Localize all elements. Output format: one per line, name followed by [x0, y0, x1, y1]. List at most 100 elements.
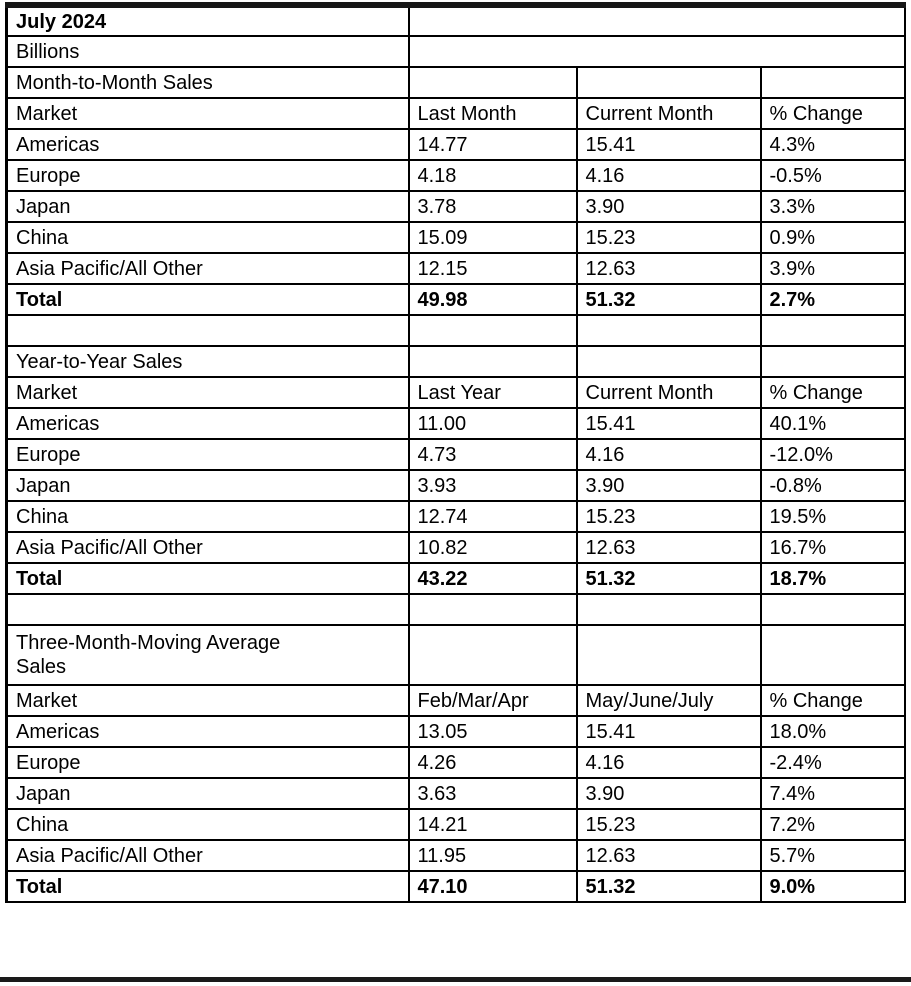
- total-value: 49.98: [407, 283, 578, 316]
- page-edge-bottom: [0, 977, 911, 982]
- market-cell: Asia Pacific/All Other: [5, 839, 410, 872]
- empty-cell: [575, 593, 762, 626]
- total-change: 18.7%: [759, 562, 906, 595]
- section-title: Year-to-Year Sales: [5, 345, 410, 378]
- report-title-row: July 2024: [5, 4, 906, 37]
- value-cell: 15.09: [407, 221, 578, 254]
- table-row: Europe 4.26 4.16 -2.4%: [5, 746, 906, 779]
- spacer-row: [5, 314, 906, 347]
- empty-cell: [575, 345, 762, 378]
- table-row: Japan 3.78 3.90 3.3%: [5, 190, 906, 223]
- change-cell: 40.1%: [759, 407, 906, 440]
- change-cell: 0.9%: [759, 221, 906, 254]
- value-cell: 4.73: [407, 438, 578, 471]
- market-cell: Japan: [5, 777, 410, 810]
- table-row: Japan 3.93 3.90 -0.8%: [5, 469, 906, 502]
- section-title-text: Three-Month-Moving Average Sales: [16, 632, 281, 678]
- change-cell: 4.3%: [759, 128, 906, 161]
- change-cell: -2.4%: [759, 746, 906, 779]
- value-cell: 3.93: [407, 469, 578, 502]
- column-header-prior: Last Year: [407, 376, 578, 409]
- column-header-prior: Feb/Mar/Apr: [407, 684, 578, 717]
- column-header-change: % Change: [759, 97, 906, 130]
- table-row: Asia Pacific/All Other 12.15 12.63 3.9%: [5, 252, 906, 285]
- empty-cell: [407, 624, 578, 686]
- value-cell: 3.90: [575, 190, 762, 223]
- change-cell: 7.4%: [759, 777, 906, 810]
- table-row: Asia Pacific/All Other 11.95 12.63 5.7%: [5, 839, 906, 872]
- value-cell: 15.41: [575, 407, 762, 440]
- header-row: Market Last Year Current Month % Change: [5, 376, 906, 409]
- value-cell: 15.41: [575, 715, 762, 748]
- total-label: Total: [5, 283, 410, 316]
- change-cell: 3.9%: [759, 252, 906, 285]
- section-title-row: Month-to-Month Sales: [5, 66, 906, 99]
- column-header-current: May/June/July: [575, 684, 762, 717]
- empty-cell: [407, 35, 906, 68]
- empty-cell: [5, 314, 410, 347]
- empty-cell: [759, 314, 906, 347]
- value-cell: 3.78: [407, 190, 578, 223]
- market-cell: China: [5, 221, 410, 254]
- value-cell: 3.90: [575, 469, 762, 502]
- market-cell: Asia Pacific/All Other: [5, 531, 410, 564]
- change-cell: 7.2%: [759, 808, 906, 841]
- value-cell: 15.23: [575, 808, 762, 841]
- change-cell: 5.7%: [759, 839, 906, 872]
- empty-cell: [759, 593, 906, 626]
- empty-cell: [407, 66, 578, 99]
- total-row: Total 49.98 51.32 2.7%: [5, 283, 906, 316]
- column-header-market: Market: [5, 376, 410, 409]
- empty-cell: [759, 66, 906, 99]
- unit-label: Billions: [5, 35, 410, 68]
- table-row: Americas 14.77 15.41 4.3%: [5, 128, 906, 161]
- change-cell: 16.7%: [759, 531, 906, 564]
- total-change: 2.7%: [759, 283, 906, 316]
- value-cell: 3.90: [575, 777, 762, 810]
- empty-cell: [407, 4, 906, 37]
- total-label: Total: [5, 562, 410, 595]
- total-label: Total: [5, 870, 410, 903]
- column-header-market: Market: [5, 97, 410, 130]
- market-cell: Americas: [5, 715, 410, 748]
- total-value: 51.32: [575, 283, 762, 316]
- change-cell: -12.0%: [759, 438, 906, 471]
- column-header-prior: Last Month: [407, 97, 578, 130]
- value-cell: 11.95: [407, 839, 578, 872]
- total-value: 43.22: [407, 562, 578, 595]
- section-title-row: Year-to-Year Sales: [5, 345, 906, 378]
- report-title: July 2024: [5, 4, 410, 37]
- unit-label-row: Billions: [5, 35, 906, 68]
- value-cell: 12.15: [407, 252, 578, 285]
- change-cell: -0.5%: [759, 159, 906, 192]
- empty-cell: [407, 345, 578, 378]
- empty-cell: [407, 314, 578, 347]
- section-title: Three-Month-Moving Average Sales: [5, 624, 410, 686]
- table-row: Americas 11.00 15.41 40.1%: [5, 407, 906, 440]
- sales-report-table: July 2024 Billions Month-to-Month Sales …: [5, 2, 906, 903]
- total-value: 51.32: [575, 562, 762, 595]
- section-title-row: Three-Month-Moving Average Sales: [5, 624, 906, 686]
- market-cell: Americas: [5, 407, 410, 440]
- table-row: Americas 13.05 15.41 18.0%: [5, 715, 906, 748]
- column-header-current: Current Month: [575, 97, 762, 130]
- value-cell: 12.63: [575, 252, 762, 285]
- empty-cell: [575, 66, 762, 99]
- empty-cell: [575, 624, 762, 686]
- empty-cell: [759, 345, 906, 378]
- column-header-market: Market: [5, 684, 410, 717]
- change-cell: 3.3%: [759, 190, 906, 223]
- change-cell: -0.8%: [759, 469, 906, 502]
- header-row: Market Feb/Mar/Apr May/June/July % Chang…: [5, 684, 906, 717]
- empty-cell: [759, 624, 906, 686]
- table-row: Asia Pacific/All Other 10.82 12.63 16.7%: [5, 531, 906, 564]
- market-cell: China: [5, 808, 410, 841]
- value-cell: 14.21: [407, 808, 578, 841]
- spacer-row: [5, 593, 906, 626]
- table-row: Europe 4.73 4.16 -12.0%: [5, 438, 906, 471]
- market-cell: Japan: [5, 190, 410, 223]
- change-cell: 19.5%: [759, 500, 906, 533]
- value-cell: 4.16: [575, 159, 762, 192]
- empty-cell: [5, 593, 410, 626]
- value-cell: 4.18: [407, 159, 578, 192]
